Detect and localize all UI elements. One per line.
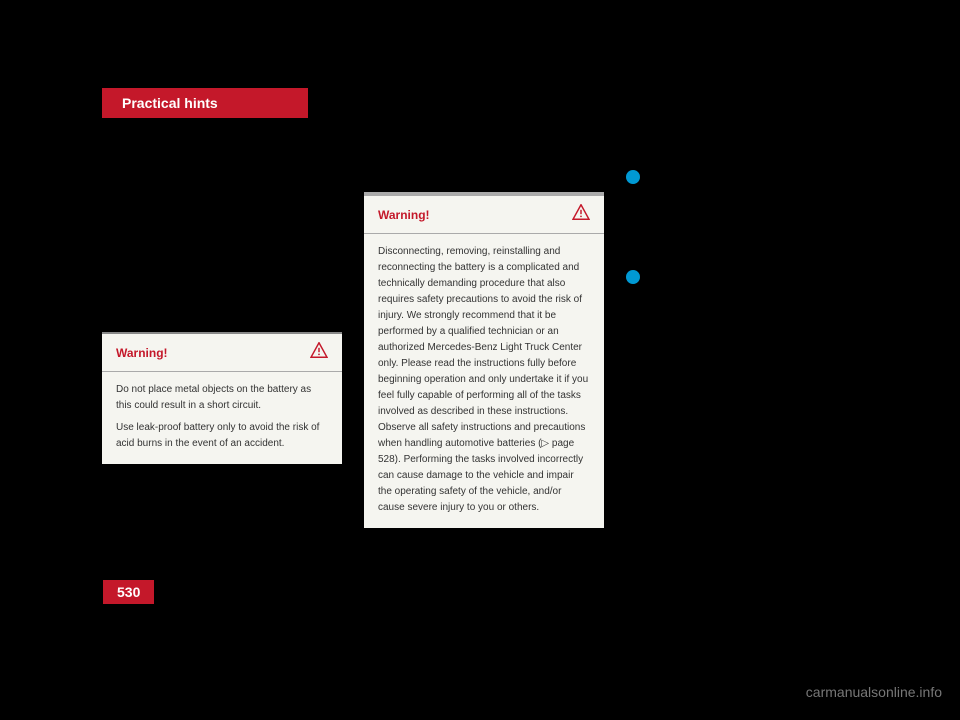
bullet-icon <box>626 170 640 184</box>
warning-box-2: Warning! Disconnecting, removing, reinst… <box>364 192 604 528</box>
warning-box-1: Warning! Do not place metal objects on t… <box>102 332 342 464</box>
warning-text: Disconnecting, removing, reinstalling an… <box>378 244 590 516</box>
warning-title: Warning! <box>116 346 168 360</box>
warning-body: Disconnecting, removing, reinstalling an… <box>364 234 604 528</box>
warning-triangle-icon <box>310 342 328 363</box>
warning-header: Warning! <box>364 196 604 234</box>
watermark-text: carmanualsonline.info <box>806 684 942 700</box>
warning-title: Warning! <box>378 208 430 222</box>
warning-text: Use leak-proof battery only to avoid the… <box>116 420 328 452</box>
warning-text: Do not place metal objects on the batter… <box>116 382 328 414</box>
bullet-icon <box>626 270 640 284</box>
warning-body: Do not place metal objects on the batter… <box>102 372 342 464</box>
warning-header: Warning! <box>102 334 342 372</box>
warning-triangle-icon <box>572 204 590 225</box>
page-number: 530 <box>103 580 154 604</box>
header-tab: Practical hints <box>102 88 308 118</box>
